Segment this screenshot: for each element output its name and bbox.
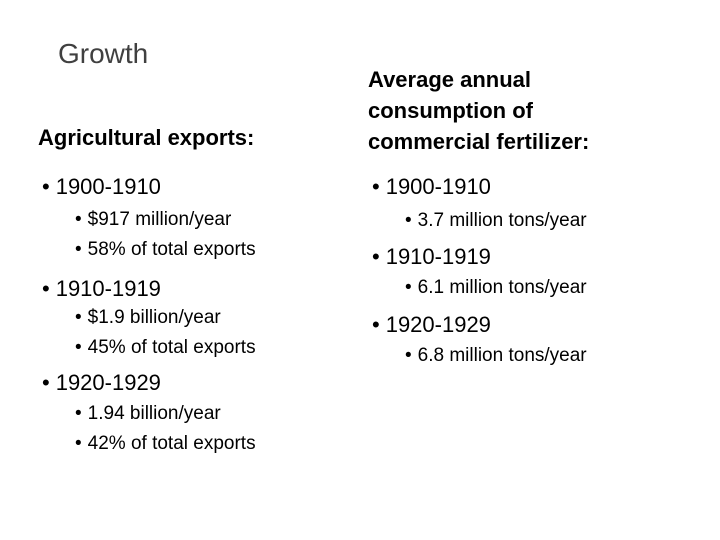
bullet-icon: • xyxy=(42,174,50,199)
bullet-icon: • xyxy=(372,244,380,269)
bullet-icon: • xyxy=(75,307,82,328)
right-period-1-detail-1: • 3.7 million tons/year xyxy=(405,210,587,232)
right-heading: Average annual consumption of commercial… xyxy=(368,64,668,157)
right-period-3: • 1920-1929 xyxy=(372,312,491,338)
right-period-3-detail-1: • 6.8 million tons/year xyxy=(405,345,587,367)
period-label: 1920-1929 xyxy=(55,370,161,395)
right-period-2-detail-1: • 6.1 million tons/year xyxy=(405,277,587,299)
left-period-2-detail-1: • $1.9 billion/year xyxy=(75,307,221,329)
period-label: 1910-1919 xyxy=(55,276,161,301)
bullet-icon: • xyxy=(75,209,82,230)
left-period-2-detail-2: • 45% of total exports xyxy=(75,337,256,359)
bullet-icon: • xyxy=(75,403,82,424)
left-period-3-detail-2: • 42% of total exports xyxy=(75,433,256,455)
bullet-icon: • xyxy=(372,174,380,199)
detail-text: 58% of total exports xyxy=(87,239,256,260)
period-label: 1910-1919 xyxy=(385,244,491,269)
period-label: 1900-1910 xyxy=(55,174,161,199)
slide-title: Growth xyxy=(58,38,149,69)
left-period-3: • 1920-1929 xyxy=(42,370,161,396)
bullet-icon: • xyxy=(405,345,412,366)
detail-text: 6.8 million tons/year xyxy=(417,345,587,366)
period-label: 1900-1910 xyxy=(385,174,491,199)
detail-text: $1.9 billion/year xyxy=(87,307,221,328)
left-period-2: • 1910-1919 xyxy=(42,276,161,302)
bullet-icon: • xyxy=(372,312,380,337)
right-heading-line-3: commercial fertilizer: xyxy=(368,129,590,154)
left-heading: Agricultural exports: xyxy=(38,125,255,150)
detail-text: 3.7 million tons/year xyxy=(417,210,587,231)
right-period-1: • 1900-1910 xyxy=(372,174,491,200)
bullet-icon: • xyxy=(42,370,50,395)
right-period-2: • 1910-1919 xyxy=(372,244,491,270)
detail-text: $917 million/year xyxy=(87,209,232,230)
right-heading-line-1: Average annual xyxy=(368,67,532,92)
left-period-3-detail-1: • 1.94 billion/year xyxy=(75,403,221,425)
left-period-1: • 1900-1910 xyxy=(42,174,161,200)
bullet-icon: • xyxy=(405,277,412,298)
left-period-1-detail-1: • $917 million/year xyxy=(75,209,231,231)
bullet-icon: • xyxy=(75,239,82,260)
bullet-icon: • xyxy=(405,210,412,231)
detail-text: 42% of total exports xyxy=(87,433,256,454)
bullet-icon: • xyxy=(75,337,82,358)
detail-text: 1.94 billion/year xyxy=(87,403,221,424)
period-label: 1920-1929 xyxy=(385,312,491,337)
bullet-icon: • xyxy=(42,276,50,301)
bullet-icon: • xyxy=(75,433,82,454)
detail-text: 45% of total exports xyxy=(87,337,256,358)
detail-text: 6.1 million tons/year xyxy=(417,277,587,298)
left-period-1-detail-2: • 58% of total exports xyxy=(75,239,256,261)
right-heading-line-2: consumption of xyxy=(368,98,533,123)
